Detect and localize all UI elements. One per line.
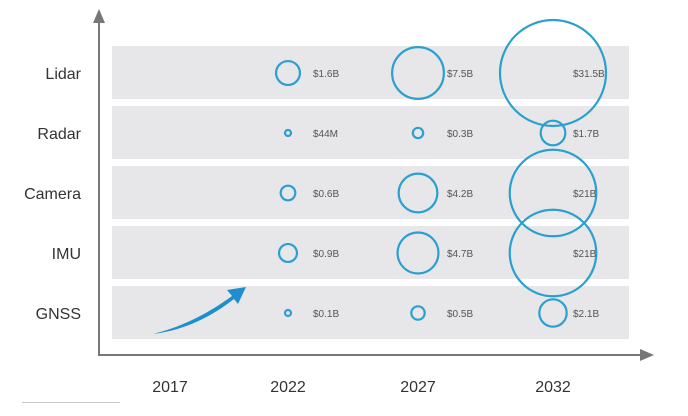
bubble-imu-2032	[508, 208, 598, 298]
bubble-radar-2027	[411, 126, 425, 140]
row-label-lidar: Lidar	[45, 66, 81, 83]
axes	[93, 9, 654, 361]
year-label-2022: 2022	[270, 379, 306, 396]
footer-divider	[22, 402, 120, 403]
value-label-imu-2022: $0.9B	[313, 249, 339, 260]
bubbles: $1.6B $7.5B $31.5B $44M $0.3B $1.7B $0.6B $4.2B…	[274, 18, 608, 328]
value-label-camera-2032: $21B	[573, 189, 597, 200]
bubble-gnss-2022	[283, 308, 293, 318]
value-label-gnss-2032: $2.1B	[573, 309, 599, 320]
bubble-lidar-2032	[498, 18, 608, 128]
bubble-camera-2032	[508, 148, 598, 238]
value-label-imu-2027: $4.7B	[447, 249, 473, 260]
bubble-gnss-2027	[410, 305, 426, 321]
year-labels: 2017 2022 2027 2032	[152, 379, 571, 396]
row-label-radar: Radar	[37, 126, 81, 143]
bubble-imu-2022	[277, 242, 299, 264]
row-band-lidar	[112, 46, 629, 99]
value-label-lidar-2027: $7.5B	[447, 69, 473, 80]
bubble-camera-2022	[279, 184, 297, 202]
value-label-radar-2032: $1.7B	[573, 129, 599, 140]
bubble-lidar-2027	[391, 46, 445, 100]
row-label-imu: IMU	[52, 246, 81, 263]
value-label-gnss-2027: $0.5B	[447, 309, 473, 320]
value-label-lidar-2032: $31.5B	[573, 69, 605, 80]
row-band-imu	[112, 226, 629, 279]
bubble-radar-2022	[283, 128, 293, 138]
growth-arrow-icon	[153, 287, 246, 334]
bubble-camera-2027	[397, 172, 439, 214]
value-label-camera-2027: $4.2B	[447, 189, 473, 200]
value-label-camera-2022: $0.6B	[313, 189, 339, 200]
row-bands	[112, 46, 629, 339]
value-label-radar-2022: $44M	[313, 129, 338, 140]
value-label-lidar-2022: $1.6B	[313, 69, 339, 80]
x-axis-arrowhead	[640, 349, 654, 361]
row-label-camera: Camera	[24, 186, 81, 203]
value-label-imu-2032: $21B	[573, 249, 597, 260]
row-label-gnss: GNSS	[36, 306, 81, 323]
value-label-radar-2027: $0.3B	[447, 129, 473, 140]
row-band-gnss	[112, 286, 629, 339]
year-label-2027: 2027	[400, 379, 436, 396]
year-label-2032: 2032	[535, 379, 571, 396]
bubble-lidar-2022	[274, 59, 302, 87]
year-label-2017: 2017	[152, 379, 188, 396]
y-axis-arrowhead	[93, 9, 105, 23]
row-band-radar	[112, 106, 629, 159]
row-labels: Lidar Radar Camera IMU GNSS	[24, 66, 82, 323]
bubble-radar-2032	[539, 119, 567, 147]
bubble-gnss-2032	[538, 298, 568, 328]
bubble-imu-2027	[396, 231, 440, 275]
row-band-camera	[112, 166, 629, 219]
value-label-gnss-2022: $0.1B	[313, 309, 339, 320]
